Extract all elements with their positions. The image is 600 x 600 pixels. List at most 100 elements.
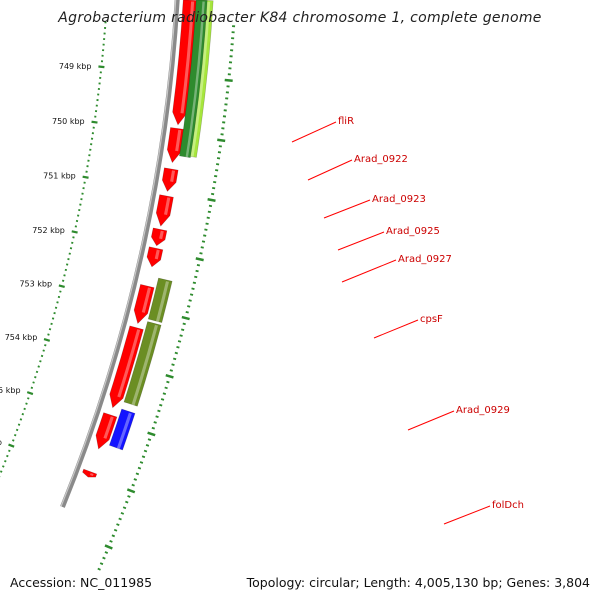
gene-label: Arad_0927 [398,254,452,265]
cds-red-5-highlight [154,249,160,260]
cds-red-8-highlight [103,416,114,439]
gene-label: folDch [492,500,524,511]
outer-major-tick [224,78,233,83]
outer-minor-tick [147,438,152,441]
outer-minor-tick [189,293,194,296]
ruler-minor-tick [2,465,5,468]
cds-red-4-highlight [159,230,164,240]
feature-blue [108,408,136,451]
ruler-major-tick [82,175,89,179]
outer-minor-tick [113,528,118,532]
feature-light-green-highlight [190,1,211,157]
outer-minor-tick [169,369,174,372]
outer-minor-tick [139,461,144,464]
outer-major-tick [147,431,156,437]
gene-leader-line [407,410,455,431]
outer-minor-tick [166,380,170,384]
map-title: Agrobacterium radiobacter K84 chromosome… [58,10,542,26]
ruler-minor-tick [4,460,7,463]
outer-minor-tick [204,228,208,231]
outer-minor-tick [171,363,175,366]
outer-minor-tick [137,466,142,470]
outer-minor-tick [102,556,106,560]
kbp-ruler: 749 kbp 750 kbp 751 kbp 752 kbp 753 kbp 754 k… [0,21,107,478]
outer-major-tick [181,315,190,321]
feature-tracks [82,0,214,478]
backbone-highlight [60,0,177,507]
cds-red-3 [155,194,174,227]
ruler-minor-tick [19,418,23,421]
ruler-minor-tick [17,423,21,426]
feature-blue-highlight [116,412,132,449]
ruler-tick-label: 750 kbp [52,117,85,126]
outer-minor-tick [208,204,213,208]
cds-red-7-body [109,325,144,409]
outer-tick-track [97,25,236,571]
outer-minor-tick [174,351,178,355]
outer-major-tick [217,138,226,143]
outer-minor-tick [116,523,120,527]
ruler-tick-label: 754 kbp [5,333,38,342]
gene-leader-line [341,259,397,283]
feature-olive-1-highlight [155,281,169,322]
outer-major-tick [165,373,174,379]
ruler-minor-tick [27,397,30,400]
outer-minor-tick [145,444,150,447]
ruler-minor-tick [30,386,34,389]
outer-minor-tick [195,269,199,273]
cds-red-6-body [133,284,155,325]
outer-minor-tick [122,506,127,510]
cds-red-2-body [161,167,179,192]
outer-minor-tick [155,415,159,419]
outer-minor-tick [191,287,195,290]
ruler-tick-label: 756 kbp [0,438,2,447]
cds-red-1 [166,127,185,164]
ruler-minor-tick [54,306,58,309]
gene-leader-line [307,159,353,181]
outer-minor-tick [200,246,204,249]
outer-major-tick [195,257,204,262]
ruler-minor-tick [0,470,3,473]
gene-label: fliR [338,116,354,127]
accession-text: Accession: NC_011985 [10,575,153,590]
ruler-minor-tick [15,428,19,432]
feature-olive-1-body [147,277,173,323]
outer-minor-tick [135,472,140,476]
ruler-major-tick [8,443,15,448]
ruler-tick-label: 749 kbp [59,62,92,71]
ruler-minor-tick [34,376,37,379]
outer-minor-tick [179,334,183,337]
ruler-minor-tick [35,370,39,374]
ruler-major-tick [98,65,105,69]
outer-minor-tick [206,216,210,219]
ruler-minor-tick [8,449,11,453]
cds-red-1-highlight [175,129,182,152]
gene-leader-line [337,231,385,251]
outer-minor-tick [120,511,125,515]
feature-dark-green-highlight [185,1,205,158]
ruler-minor-tick [40,354,44,358]
outer-minor-tick [157,409,161,413]
outer-major-tick [126,488,136,494]
ruler-tick-label: 753 kbp [19,280,52,289]
ruler-tick-label: 755 kbp [0,386,21,395]
outer-minor-tick [159,403,163,407]
outer-minor-tick [97,567,101,571]
ruler-minor-tick [48,328,52,331]
outer-major-tick [207,198,216,202]
feature-olive-2 [123,321,162,407]
ruler-minor-tick [23,407,26,411]
ruler-minor-tick [47,333,50,336]
outer-minor-tick [160,398,165,401]
outer-minor-tick [127,495,131,498]
ruler-tick-label: 751 kbp [43,171,76,180]
ruler-minor-tick [57,295,61,299]
ruler-minor-tick [12,439,15,442]
outer-minor-tick [205,222,209,225]
gene-label: Arad_0923 [372,194,426,205]
outer-minor-tick [153,421,157,424]
ruler-major-tick [58,284,65,288]
gene-leader-line [443,505,491,525]
ruler-minor-tick [56,301,59,304]
ruler-major-tick [91,120,98,124]
